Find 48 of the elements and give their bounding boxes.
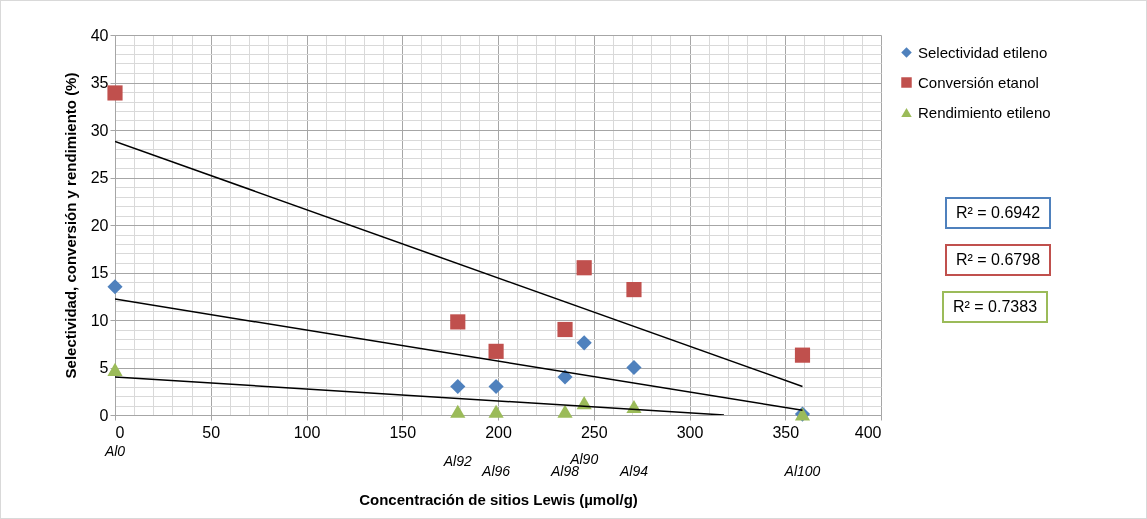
point — [450, 314, 466, 330]
x-tick-label: 200 — [485, 423, 512, 441]
point — [626, 359, 642, 376]
point — [450, 404, 466, 418]
y-axis-title: Selectividad, conversión y rendimiento (%) — [61, 72, 79, 379]
x-tick-label: 150 — [389, 423, 417, 441]
point — [576, 335, 592, 351]
point — [107, 362, 123, 376]
text: Al92 — [442, 453, 472, 469]
x-tick-label: 400 — [854, 423, 882, 441]
point — [488, 343, 504, 359]
x-tick-label: 350 — [772, 423, 800, 441]
y-tick-label: 40 — [90, 26, 109, 44]
y-tick-label: 5 — [99, 359, 109, 376]
x-tick-label: 0 — [115, 423, 125, 441]
text: Al0 — [103, 443, 126, 459]
text: Al94 — [618, 463, 649, 479]
x-tick-label: 250 — [580, 423, 608, 441]
y-tick-label: 30 — [90, 121, 109, 139]
point — [488, 404, 504, 418]
point — [450, 378, 466, 395]
x-tick-label: 100 — [293, 423, 321, 441]
point — [557, 404, 573, 418]
legend-label: Selectividad etileno — [918, 43, 1048, 61]
text: R² = 0.7383 — [942, 291, 1049, 323]
y-tick-label: 35 — [90, 74, 109, 91]
y-tick-label: 25 — [90, 169, 109, 186]
point — [794, 347, 811, 363]
y-tick-label: 0 — [99, 406, 109, 424]
legend-label: Conversión etanol — [918, 73, 1039, 91]
point — [626, 282, 642, 298]
point — [576, 260, 592, 276]
point — [488, 378, 504, 395]
text: R² = 0.6942 — [945, 197, 1052, 229]
point — [107, 279, 123, 295]
text: Al96 — [481, 463, 511, 479]
point — [557, 321, 573, 338]
point — [557, 369, 573, 385]
y-tick-label: 10 — [90, 311, 109, 329]
y-tick-label: 20 — [90, 216, 109, 234]
x-axis-title: Concentración de sitios Lewis (µmol/g) — [359, 490, 638, 508]
text: Al100 — [783, 463, 821, 479]
y-tick-label: 15 — [90, 264, 109, 281]
text: R² = 0.6798 — [945, 244, 1052, 276]
legend-label: Rendimiento etileno — [918, 103, 1051, 121]
x-tick-label: 300 — [676, 423, 704, 441]
x-tick-label: 50 — [202, 423, 221, 441]
point — [107, 85, 123, 101]
